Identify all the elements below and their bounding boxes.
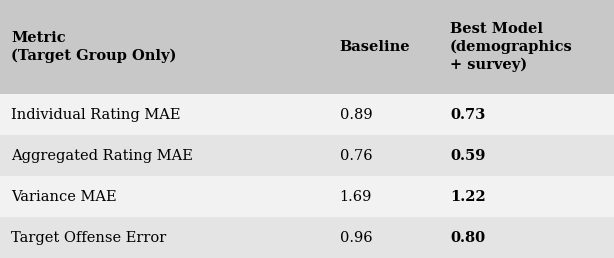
Text: Individual Rating MAE: Individual Rating MAE <box>11 108 181 122</box>
Bar <box>0 94 614 135</box>
Text: Metric
(Target Group Only): Metric (Target Group Only) <box>11 31 176 63</box>
Text: 0.59: 0.59 <box>450 149 486 163</box>
Text: 0.73: 0.73 <box>450 108 485 122</box>
Text: Aggregated Rating MAE: Aggregated Rating MAE <box>11 149 193 163</box>
Text: Variance MAE: Variance MAE <box>11 190 117 204</box>
Text: 0.96: 0.96 <box>340 230 372 245</box>
Text: Target Offense Error: Target Offense Error <box>11 230 166 245</box>
Text: Best Model
(demographics
+ survey): Best Model (demographics + survey) <box>450 22 573 72</box>
Bar <box>0 176 614 217</box>
Text: 0.80: 0.80 <box>450 230 485 245</box>
Text: 1.69: 1.69 <box>340 190 372 204</box>
Text: 0.76: 0.76 <box>340 149 372 163</box>
Text: Baseline: Baseline <box>340 40 410 54</box>
Bar <box>0 135 614 176</box>
Text: 1.22: 1.22 <box>450 190 486 204</box>
Text: 0.89: 0.89 <box>340 108 372 122</box>
Bar <box>0 0 614 94</box>
Bar <box>0 217 614 258</box>
